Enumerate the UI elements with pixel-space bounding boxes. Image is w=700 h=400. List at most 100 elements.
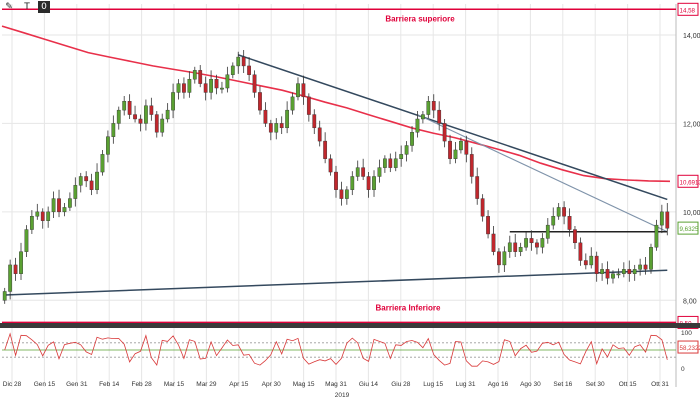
price-badge-label: 9,6325: [680, 226, 699, 233]
rsi-badge: [677, 340, 699, 354]
candle-body: [160, 118, 165, 133]
candle-body: [404, 145, 409, 155]
pane-divider: [0, 323, 700, 328]
candle-body: [268, 123, 273, 133]
candle-body: [415, 118, 420, 133]
candle-body: [154, 114, 159, 133]
candle-body: [535, 242, 539, 248]
text-icon[interactable]: T: [24, 2, 30, 12]
candle-body: [24, 229, 29, 252]
candle-body: [149, 105, 154, 115]
pencil-icon[interactable]: ✎: [5, 2, 13, 12]
candle-body: [491, 233, 496, 252]
candle-body: [372, 176, 376, 190]
candle-body: [431, 101, 436, 111]
candle-body: [382, 158, 387, 168]
candle-body: [68, 198, 72, 208]
candle-body: [122, 101, 127, 111]
candle-body: [611, 273, 615, 279]
candle-body: [621, 269, 626, 274]
candle-body: [171, 92, 175, 111]
candle-body: [182, 83, 186, 93]
close-icon[interactable]: 0: [38, 1, 50, 13]
x-tick-label: Feb 28: [131, 381, 152, 388]
candle-body: [600, 269, 604, 274]
candle-body: [236, 56, 241, 67]
candle-body: [497, 251, 501, 266]
x-tick-label: Giu 28: [391, 381, 411, 388]
price-badge: [677, 174, 699, 188]
trend-lines: [1, 8, 676, 324]
x-tick-label: Mar 15: [164, 381, 185, 388]
candle-body: [40, 211, 45, 221]
candle-body: [247, 65, 251, 75]
candle-body: [524, 238, 528, 248]
candle-body: [165, 109, 170, 120]
candle-body: [649, 247, 653, 270]
candle-body: [230, 65, 235, 75]
candle-body: [344, 189, 349, 199]
candle-body: [73, 185, 78, 199]
candle-body: [551, 216, 556, 226]
candle-body: [366, 176, 371, 190]
x-tick-label: Gen 31: [66, 381, 88, 388]
candle-body: [263, 109, 268, 124]
candle-body: [410, 132, 414, 146]
candle-body: [545, 224, 550, 239]
upper-barrier-label: Barriera superiore: [385, 14, 455, 23]
candle-body: [464, 140, 469, 155]
candle-body: [176, 83, 181, 93]
candle-body: [583, 260, 588, 266]
candle-body: [252, 74, 257, 93]
candle-body: [421, 114, 425, 120]
candle-body: [562, 207, 566, 217]
x-tick-label: Ott 31: [651, 381, 669, 388]
candle-body: [540, 238, 545, 248]
candle-body: [556, 207, 561, 217]
rsi-tick-label: 100: [681, 330, 692, 337]
candle-body: [578, 242, 583, 261]
candle-body: [19, 251, 23, 274]
price-candles: [2, 49, 670, 304]
candle-body: [285, 109, 290, 129]
candle-body: [144, 105, 148, 124]
price-badge-label: 14,58: [680, 7, 696, 14]
candle-body: [13, 264, 18, 274]
candle-body: [654, 224, 659, 248]
candle-body: [507, 242, 512, 252]
x-tick-label: Feb 14: [99, 381, 120, 388]
candle-body: [350, 176, 355, 190]
x-tick-label: Lug 31: [456, 381, 476, 388]
candle-body: [214, 78, 219, 89]
candle-body: [393, 158, 398, 168]
candle-body: [388, 158, 393, 168]
rsi-line: [4, 332, 668, 367]
y-tick-label: 8,00: [683, 298, 697, 305]
price-badge-label: 10,6913: [680, 179, 700, 186]
x-tick-label: Mar 29: [196, 381, 217, 388]
candle-body: [459, 140, 463, 151]
candle-body: [46, 211, 51, 221]
candle-body: [220, 87, 224, 90]
candle-body: [448, 140, 452, 159]
candle-body: [502, 251, 507, 266]
x-tick-label: Ott 15: [619, 381, 637, 388]
candle-body: [258, 92, 262, 111]
price-badge: [677, 2, 699, 16]
x-tick-label: Apr 30: [262, 381, 282, 388]
candle-body: [116, 109, 121, 124]
candle-body: [225, 74, 230, 89]
candle-body: [209, 78, 213, 93]
candle-body: [323, 140, 328, 159]
candle-body: [192, 70, 197, 80]
candle-body: [355, 167, 360, 177]
x-tick-label: Gen 15: [34, 381, 56, 388]
candle-body: [95, 171, 99, 190]
x-tick-label: Set 16: [553, 381, 572, 388]
candle-body: [659, 211, 664, 226]
lower-barrier-label: Barriera Inferiore: [376, 303, 441, 312]
ascending-support-line: [4, 269, 668, 296]
x-tick-label: Ago 16: [488, 381, 509, 388]
